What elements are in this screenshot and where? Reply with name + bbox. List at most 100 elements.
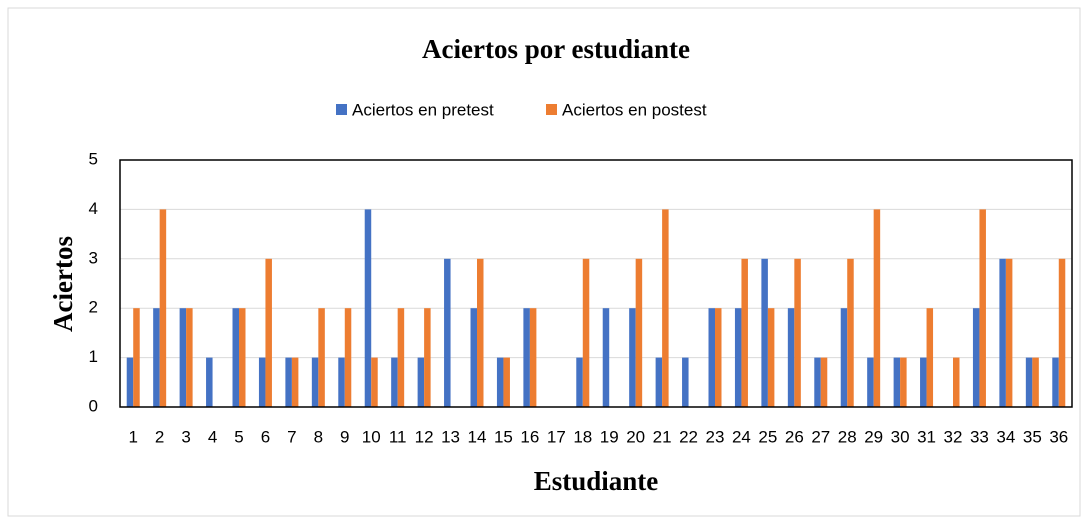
x-tick-label: 32 xyxy=(944,427,963,446)
legend-label: Aciertos en pretest xyxy=(352,100,494,119)
bar xyxy=(133,308,140,407)
bar xyxy=(715,308,722,407)
bar xyxy=(1032,357,1039,407)
x-axis-label: Estudiante xyxy=(534,466,659,496)
bar xyxy=(397,308,405,407)
bar xyxy=(1052,357,1059,407)
x-tick-label: 23 xyxy=(706,427,725,446)
x-tick-label: 34 xyxy=(996,427,1015,446)
bar xyxy=(232,308,239,407)
x-tick-label: 36 xyxy=(1049,427,1068,446)
x-tick-label: 13 xyxy=(441,427,460,446)
bar xyxy=(999,258,1006,407)
x-tick-label: 28 xyxy=(838,427,857,446)
legend-label: Aciertos en postest xyxy=(562,100,707,119)
chart-frame xyxy=(7,7,1081,517)
bar xyxy=(206,357,213,407)
x-tick-label: 30 xyxy=(891,427,910,446)
bar xyxy=(900,357,907,407)
bar xyxy=(867,357,874,407)
bar xyxy=(424,308,431,407)
bar xyxy=(1005,258,1013,407)
bar xyxy=(893,357,901,407)
chart-title: Aciertos por estudiante xyxy=(422,34,690,64)
x-tick-label: 24 xyxy=(732,427,751,446)
x-tick-label: 25 xyxy=(758,427,777,446)
bar xyxy=(582,258,590,407)
x-tick-label: 10 xyxy=(362,427,381,446)
x-tick-label: 19 xyxy=(600,427,619,446)
bar xyxy=(814,357,821,407)
bar xyxy=(662,209,669,407)
legend-swatch xyxy=(546,104,557,115)
bar xyxy=(655,357,663,407)
bar xyxy=(417,357,425,407)
bar xyxy=(708,308,715,407)
x-tick-label: 18 xyxy=(573,427,592,446)
bar xyxy=(285,357,292,407)
bar xyxy=(1058,258,1066,407)
bar xyxy=(311,357,319,407)
x-tick-label: 7 xyxy=(287,427,296,446)
bar xyxy=(847,258,854,407)
bar xyxy=(265,258,272,407)
bar xyxy=(794,258,801,407)
bar xyxy=(444,258,451,407)
y-axis-label: Aciertos xyxy=(48,236,78,332)
bar xyxy=(291,357,299,407)
x-tick-label: 21 xyxy=(653,427,672,446)
bar xyxy=(873,209,881,407)
x-tick-label: 4 xyxy=(208,427,217,446)
x-tick-label: 27 xyxy=(811,427,830,446)
x-tick-label: 16 xyxy=(520,427,539,446)
bar xyxy=(153,308,160,407)
bar xyxy=(820,357,828,407)
x-tick-label: 29 xyxy=(864,427,883,446)
bar xyxy=(682,357,689,407)
bar xyxy=(629,308,636,407)
bar xyxy=(602,308,610,407)
x-tick-label: 35 xyxy=(1023,427,1042,446)
bar xyxy=(523,308,530,407)
y-tick-label: 5 xyxy=(89,149,98,168)
x-tick-label: 14 xyxy=(468,427,487,446)
x-tick-label: 22 xyxy=(679,427,698,446)
bar xyxy=(496,357,504,407)
y-tick-label: 3 xyxy=(89,248,98,267)
y-tick-label: 1 xyxy=(89,347,98,366)
x-tick-label: 15 xyxy=(494,427,513,446)
bar xyxy=(126,357,134,407)
x-tick-label: 26 xyxy=(785,427,804,446)
bar xyxy=(239,308,246,407)
bar xyxy=(926,308,934,407)
bar xyxy=(503,357,510,407)
bar xyxy=(1025,357,1033,407)
bar xyxy=(344,308,352,407)
x-tick-label: 9 xyxy=(340,427,349,446)
bar xyxy=(258,357,266,407)
bar xyxy=(920,357,927,407)
bar xyxy=(391,357,398,407)
x-tick-label: 5 xyxy=(234,427,243,446)
bar xyxy=(477,258,484,407)
legend-swatch xyxy=(336,104,347,115)
bar xyxy=(159,209,167,407)
bar xyxy=(767,308,775,407)
x-tick-label: 6 xyxy=(261,427,270,446)
bar xyxy=(635,258,643,407)
bar xyxy=(371,357,378,407)
bar xyxy=(186,308,193,407)
x-tick-label: 12 xyxy=(415,427,434,446)
bar xyxy=(979,209,986,407)
x-tick-label: 2 xyxy=(155,427,164,446)
bar xyxy=(338,357,345,407)
x-tick-label: 17 xyxy=(547,427,566,446)
bar xyxy=(470,308,477,407)
x-tick-label: 33 xyxy=(970,427,989,446)
bar xyxy=(529,308,537,407)
x-tick-label: 31 xyxy=(917,427,936,446)
plot-border xyxy=(119,159,1073,408)
bar xyxy=(972,308,980,407)
x-tick-label: 3 xyxy=(181,427,190,446)
